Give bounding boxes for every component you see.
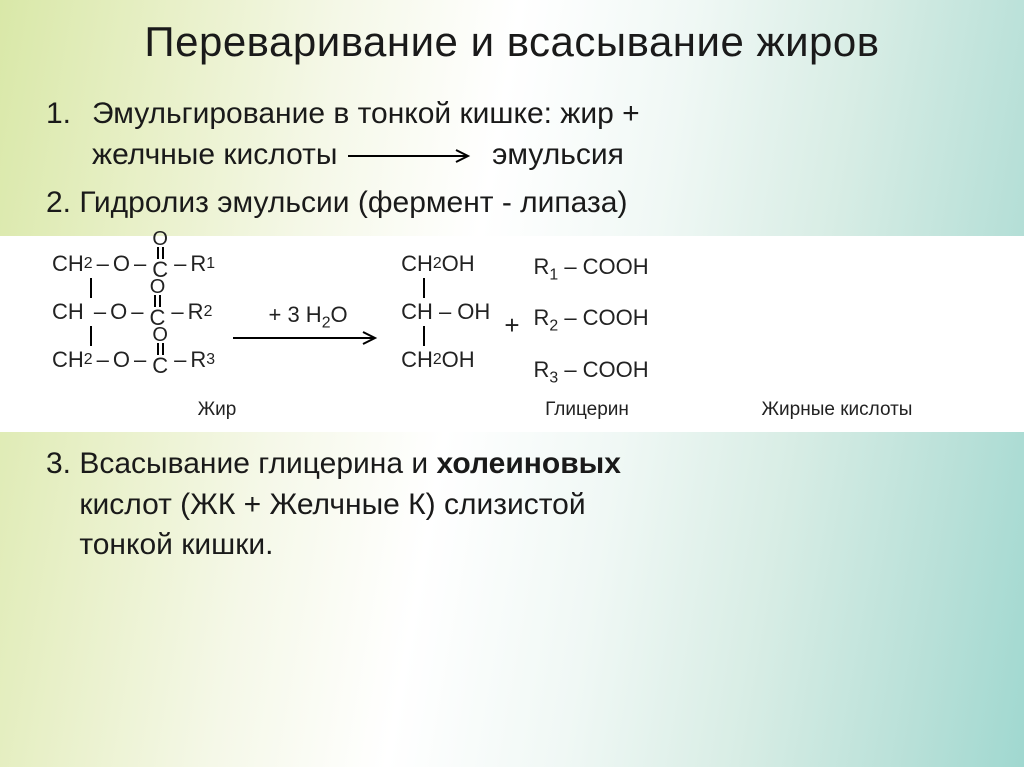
gly-row3: CH (401, 345, 433, 375)
arrow-icon (348, 148, 478, 164)
tg-ch-mid: CH (52, 297, 84, 327)
tg-ch2-bot: CH (52, 345, 84, 375)
tg-r2: R (188, 297, 204, 327)
acid-r1-sub: 1 (549, 266, 558, 283)
gly-row1-tail: OH (442, 249, 475, 279)
step1-text: Эмульгирование в тонкой кишке: жир + жел… (92, 94, 992, 175)
gly-row2: CH – OH (401, 298, 490, 326)
acid-r3: R (534, 357, 550, 382)
tg-o-3: O (113, 345, 130, 375)
tg-r1: R (190, 249, 206, 279)
step-1: 1. Эмульгирование в тонкой кишке: жир + … (32, 94, 992, 175)
tg-co-o1: O (152, 229, 168, 247)
reaction-panel: CH2 –O– OC –R1 CH –O– OC –R2 (0, 236, 1024, 433)
step-3: 3. Всасывание глицерина и холеиновых кис… (32, 444, 992, 566)
step1-line1: Эмульгирование в тонкой кишке: жир + (92, 97, 640, 130)
tg-co-c3: C (152, 355, 168, 375)
step1-number: 1. (32, 94, 92, 175)
acid-tail-2: – COOH (558, 305, 648, 330)
step3-line1-before: 3. Всасывание глицерина и (46, 447, 436, 480)
acid-r2: R (534, 305, 550, 330)
step3-line3: тонкой кишки. (79, 528, 273, 561)
long-arrow-icon (233, 331, 383, 345)
arrow-label-sub: 2 (322, 314, 331, 331)
fatty-acids: R1 – COOH R2 – COOH R3 – COOH (534, 252, 649, 385)
arrow-label-tail: O (331, 302, 348, 327)
step1-line2-before: желчные кислоты (92, 138, 337, 171)
hydrolysis-equation: CH2 –O– OC –R1 CH –O– OC –R2 (52, 250, 972, 385)
tg-o-2: O (110, 297, 127, 327)
tg-ch2-top: CH (52, 249, 84, 279)
tg-co-o3: O (152, 325, 168, 343)
acid-r3-sub: 3 (549, 369, 558, 386)
gly-row3-tail: OH (442, 345, 475, 375)
acid-r2-sub: 2 (549, 318, 558, 335)
label-fat: Жир (52, 397, 342, 423)
acid-tail-3: – COOH (558, 357, 648, 382)
arrow-label: + 3 H (268, 302, 321, 327)
step1-line2-after: эмульсия (492, 138, 624, 171)
step3-line2: кислот (ЖК + Желчные К) слизистой (79, 488, 585, 521)
slide-body: 1. Эмульгирование в тонкой кишке: жир + … (32, 94, 992, 566)
tg-co-o2: O (150, 277, 166, 295)
label-acids: Жирные кислоты (702, 397, 972, 423)
plus-operator: + (504, 308, 519, 343)
tg-o-1: O (113, 249, 130, 279)
step3-bold: холеиновых (436, 447, 621, 480)
label-glycerin: Глицерин (512, 397, 662, 423)
step-2: 2. Гидролиз эмульсии (фермент - липаза) (32, 183, 992, 224)
acid-tail-1: – COOH (558, 254, 648, 279)
glycerin-structure: CH2OH CH – OH CH2OH (401, 250, 490, 374)
gly-row1: CH (401, 249, 433, 279)
reaction-arrow: + 3 H2O (233, 300, 383, 346)
acid-r1: R (534, 254, 550, 279)
triglyceride-structure: CH2 –O– OC –R1 CH –O– OC –R2 (52, 250, 215, 374)
slide-title: Переваривание и всасывание жиров (32, 18, 992, 66)
tg-r3: R (190, 345, 206, 375)
reaction-labels: Жир Глицерин Жирные кислоты (52, 397, 972, 423)
